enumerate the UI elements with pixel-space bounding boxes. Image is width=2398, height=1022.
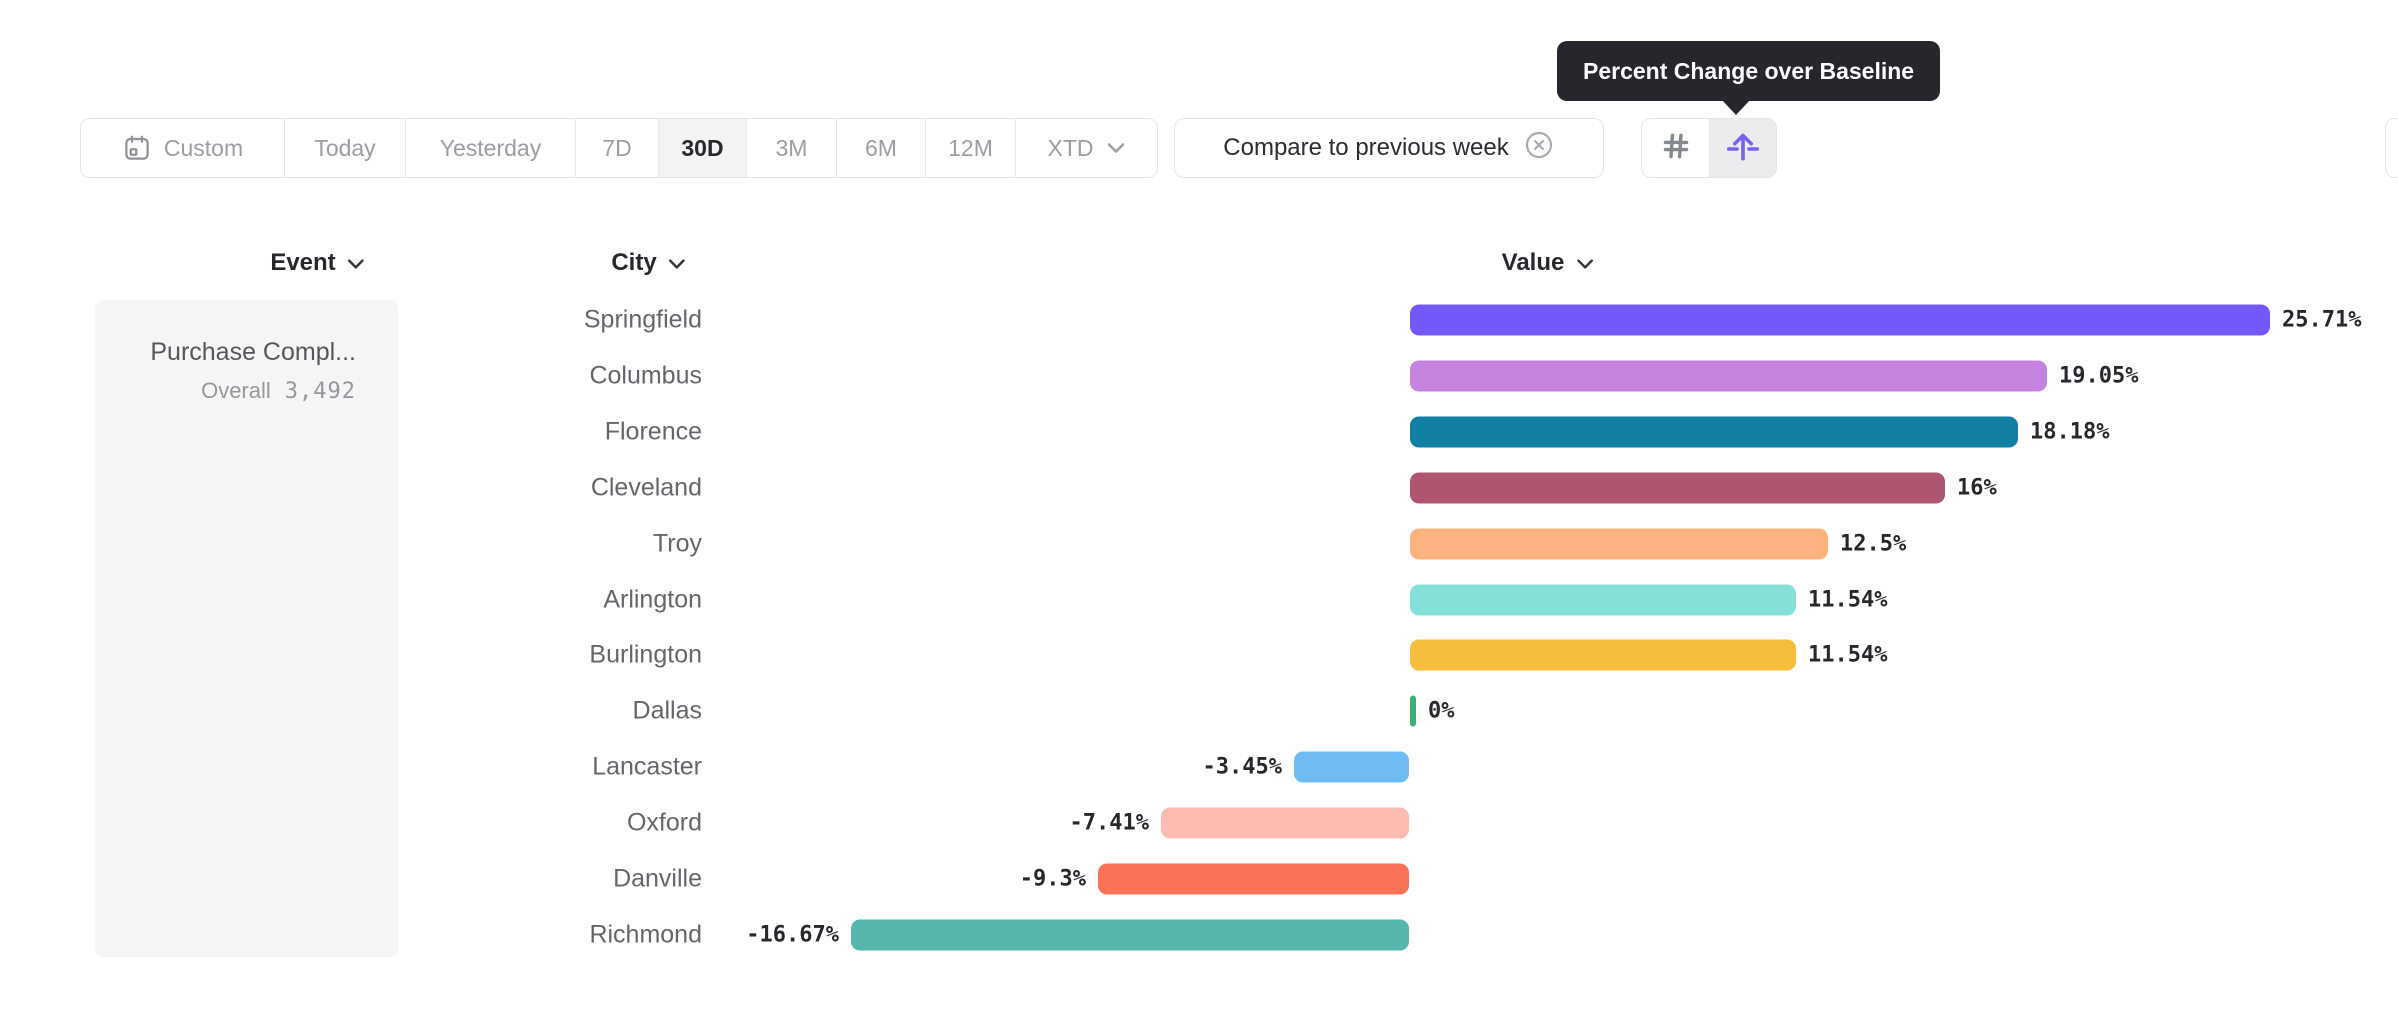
column-header-value-label: Value [1501, 249, 1565, 276]
value-bar[interactable] [1410, 695, 1416, 727]
city-label: Danville [613, 864, 702, 893]
value-bar[interactable] [1098, 863, 1409, 895]
date-range-label: XTD [1047, 134, 1094, 161]
event-name: Purchase Compl... [150, 338, 356, 366]
date-range-label: Today [314, 134, 376, 161]
chevron-down-icon [1106, 142, 1126, 154]
chart-row: Springfield 25.71% [0, 292, 2398, 348]
date-range-7d[interactable]: 7D [576, 119, 659, 177]
city-label: Arlington [603, 585, 702, 614]
value-bar[interactable] [1410, 639, 1796, 671]
value-label: 0% [1428, 698, 1455, 724]
value-bar[interactable] [1410, 416, 2018, 448]
value-bar[interactable] [1410, 360, 2047, 392]
value-label: -16.67% [746, 922, 839, 948]
column-header-city-label: City [611, 249, 657, 276]
chevron-down-icon [668, 249, 687, 277]
city-label: Columbus [589, 361, 702, 390]
grid-hash-icon [1659, 129, 1693, 168]
grid-view-button[interactable] [1642, 119, 1709, 177]
percent-change-view-button[interactable] [1709, 119, 1776, 177]
value-bar[interactable] [1161, 807, 1409, 839]
value-label: -9.3% [1019, 866, 1086, 892]
date-range-xtd[interactable]: XTD [1016, 119, 1157, 177]
value-bar[interactable] [1410, 528, 1828, 560]
city-label: Richmond [589, 920, 702, 949]
event-panel[interactable]: Purchase Compl... Overall 3,492 [95, 300, 398, 957]
value-label: 11.54% [1808, 642, 1888, 668]
column-header-value[interactable]: Value [1502, 248, 1595, 278]
value-bar[interactable] [1410, 584, 1796, 616]
metric-label: Overall [201, 378, 271, 403]
city-label: Springfield [583, 305, 702, 334]
chart-row: Danville -9.3% [0, 851, 2398, 907]
date-range-label: Custom [163, 134, 244, 161]
value-label: -7.41% [1069, 810, 1149, 836]
value-label: 18.18% [2030, 419, 2110, 445]
date-range-label: 30D [681, 134, 724, 161]
date-range-label: 6M [865, 134, 897, 161]
calendar-icon [122, 133, 152, 163]
date-range-yesterday[interactable]: Yesterday [406, 119, 576, 177]
date-range-custom[interactable]: Custom [81, 119, 285, 177]
chevron-down-icon [1575, 249, 1594, 277]
compare-pill[interactable]: Compare to previous week [1174, 118, 1604, 178]
chevron-down-icon [347, 249, 366, 277]
city-label: Oxford [626, 808, 702, 837]
value-bar[interactable] [1294, 751, 1409, 783]
compare-label: Compare to previous week [1223, 134, 1509, 161]
column-header-event-label: Event [270, 249, 336, 276]
partial-button-right-edge[interactable] [2385, 118, 2398, 178]
metric-value: 3,492 [284, 379, 356, 404]
column-header-event[interactable]: Event [270, 248, 365, 278]
value-label: -3.45% [1202, 754, 1282, 780]
chart-row: Richmond -16.67% [0, 907, 2398, 963]
event-metric: Overall 3,492 [201, 378, 356, 404]
chart-row: Arlington 11.54% [0, 572, 2398, 628]
date-range-today[interactable]: Today [285, 119, 406, 177]
value-bar[interactable] [1410, 472, 1945, 504]
chart-row: Oxford -7.41% [0, 795, 2398, 851]
date-range-label: 12M [948, 134, 993, 161]
value-label: 16% [1957, 475, 1997, 501]
circle-x-icon[interactable] [1523, 129, 1555, 168]
date-range-12m[interactable]: 12M [926, 119, 1016, 177]
tooltip-percent-change: Percent Change over Baseline [1557, 41, 1941, 101]
tooltip-arrow [1721, 99, 1751, 115]
value-label: 11.54% [1808, 587, 1888, 613]
value-bar[interactable] [1410, 304, 2270, 336]
value-label: 19.05% [2059, 363, 2139, 389]
city-label: Troy [652, 529, 702, 558]
date-range-label: Yesterday [439, 134, 542, 161]
city-label: Dallas [632, 696, 702, 725]
value-label: 25.71% [2282, 307, 2362, 333]
chart-row: Troy 12.5% [0, 516, 2398, 572]
view-toggle-group [1641, 118, 1777, 178]
chart-row: Florence 18.18% [0, 404, 2398, 460]
value-bar[interactable] [851, 919, 1409, 951]
chart-row: Dallas 0% [0, 683, 2398, 739]
date-range-label: 7D [602, 134, 632, 161]
city-label: Cleveland [590, 473, 702, 502]
date-range-label: 3M [775, 134, 808, 161]
baseline-arrow-icon [1725, 128, 1761, 169]
date-range-30d[interactable]: 30D [659, 119, 747, 177]
chart-row: Cleveland 16% [0, 460, 2398, 516]
date-range-group: Custom Today Yesterday 7D 30D 3M 6M 12M XTD [80, 118, 1158, 178]
tooltip-text: Percent Change over Baseline [1583, 57, 1915, 84]
value-label: 12.5% [1840, 531, 1907, 557]
bar-chart: Springfield 25.71% Columbus 19.05% Florence 1… [0, 292, 2398, 964]
date-range-3m[interactable]: 3M [747, 119, 837, 177]
chart-row: Lancaster -3.45% [0, 739, 2398, 795]
chart-row: Columbus 19.05% [0, 348, 2398, 404]
column-header-city[interactable]: City [611, 248, 686, 278]
city-label: Burlington [589, 640, 702, 669]
chart-row: Burlington 11.54% [0, 627, 2398, 683]
date-range-6m[interactable]: 6M [837, 119, 926, 177]
city-label: Lancaster [592, 752, 702, 781]
city-label: Florence [604, 417, 702, 446]
